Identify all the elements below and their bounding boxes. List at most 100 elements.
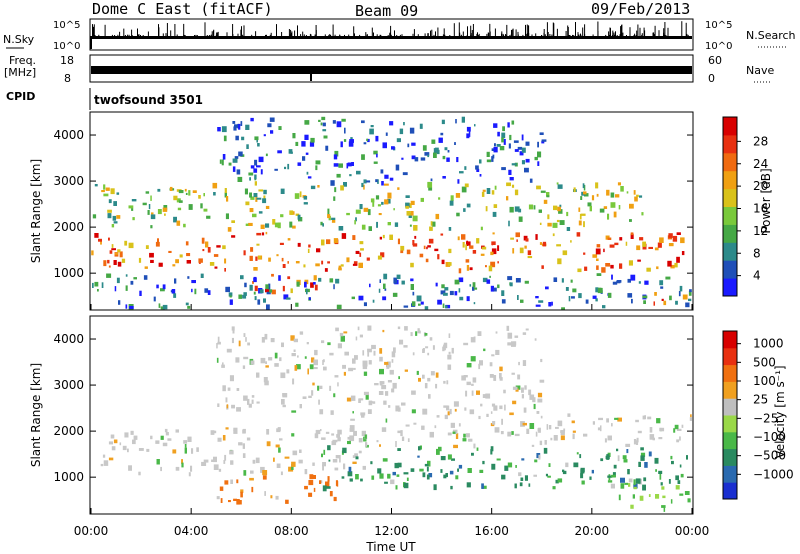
nsky-spike xyxy=(417,34,419,37)
data-cell xyxy=(418,377,421,382)
data-cell xyxy=(551,301,553,306)
data-cell xyxy=(292,133,296,139)
data-cell xyxy=(465,244,467,251)
xtick-label: 00:00 xyxy=(74,524,109,538)
data-cell xyxy=(349,478,353,482)
data-cell xyxy=(243,470,247,476)
data-cell xyxy=(596,258,599,261)
data-cell xyxy=(230,479,233,484)
data-cell xyxy=(382,142,387,149)
nsky-spike xyxy=(390,34,392,37)
data-cell xyxy=(410,284,414,290)
data-cell xyxy=(307,176,312,179)
data-cell xyxy=(366,138,369,142)
data-cell xyxy=(529,178,533,183)
data-cell xyxy=(446,405,450,411)
data-cell xyxy=(314,349,318,356)
data-cell xyxy=(102,454,106,458)
data-cell xyxy=(297,214,301,220)
data-cell xyxy=(592,254,598,258)
data-cell xyxy=(321,116,326,121)
data-cell xyxy=(292,450,298,456)
data-cell xyxy=(352,411,354,414)
data-cell xyxy=(295,261,300,264)
data-cell xyxy=(313,282,316,285)
nsky-spike xyxy=(612,30,614,37)
data-cell xyxy=(514,335,519,338)
data-cell xyxy=(268,283,271,290)
data-cell xyxy=(319,385,323,389)
data-cell xyxy=(559,220,565,225)
data-cell xyxy=(450,195,454,201)
data-cell xyxy=(466,363,472,368)
nsky-spike xyxy=(644,30,646,37)
data-cell xyxy=(680,237,685,244)
data-cell xyxy=(291,353,296,357)
data-cell xyxy=(418,446,421,451)
data-cell xyxy=(310,137,315,143)
data-cell xyxy=(419,330,421,334)
data-cell xyxy=(228,162,232,166)
data-cell xyxy=(261,467,263,471)
nsky-spike xyxy=(584,24,586,37)
data-cell xyxy=(284,456,290,459)
nsky-spike xyxy=(663,28,665,37)
data-cell xyxy=(447,432,452,436)
data-cell xyxy=(578,207,581,212)
data-cell xyxy=(269,289,273,293)
data-cell xyxy=(461,186,467,193)
data-cell xyxy=(591,195,595,201)
data-cell xyxy=(150,435,153,440)
data-cell xyxy=(517,295,519,300)
data-cell xyxy=(378,391,384,395)
data-cell xyxy=(341,476,345,479)
data-cell xyxy=(245,201,250,206)
data-cell xyxy=(308,297,311,301)
data-cell xyxy=(493,204,498,208)
data-cell xyxy=(313,367,318,370)
data-cell xyxy=(334,187,337,193)
data-cell xyxy=(304,485,308,490)
data-cell xyxy=(299,449,302,453)
data-cell xyxy=(492,211,497,217)
data-cell xyxy=(413,422,417,425)
nsky-spike xyxy=(609,27,611,37)
data-cell xyxy=(641,212,644,216)
data-cell xyxy=(507,431,512,437)
nsky-spike xyxy=(460,34,462,37)
data-cell xyxy=(536,185,541,190)
data-cell xyxy=(164,213,166,216)
data-cell xyxy=(380,252,385,258)
data-cell xyxy=(352,263,358,266)
data-cell xyxy=(238,151,243,157)
data-cell xyxy=(617,455,620,462)
data-cell xyxy=(358,450,362,454)
data-cell xyxy=(255,196,258,202)
data-cell xyxy=(371,475,375,480)
data-cell xyxy=(332,459,338,463)
data-cell xyxy=(385,418,388,423)
data-cell xyxy=(688,298,692,302)
data-cell xyxy=(318,399,320,405)
data-cell xyxy=(507,342,512,346)
nsky-spike xyxy=(572,34,573,37)
data-cell xyxy=(216,496,220,500)
data-cell xyxy=(131,199,137,202)
data-cell xyxy=(361,120,365,124)
data-cell xyxy=(403,482,409,489)
data-cell xyxy=(361,182,364,188)
data-cell xyxy=(105,187,110,191)
nsky-spike xyxy=(565,31,567,37)
nsky-spike xyxy=(567,27,569,37)
data-cell xyxy=(250,196,255,200)
ytick-label: 3000 xyxy=(53,378,84,392)
data-cell xyxy=(108,441,113,445)
data-cell xyxy=(392,292,398,297)
data-cell xyxy=(358,295,364,301)
data-cell xyxy=(198,258,203,263)
ytick-label: 4000 xyxy=(53,332,84,346)
data-cell xyxy=(676,256,680,263)
data-cell xyxy=(547,475,551,478)
data-cell xyxy=(236,388,240,391)
data-cell xyxy=(440,290,446,295)
